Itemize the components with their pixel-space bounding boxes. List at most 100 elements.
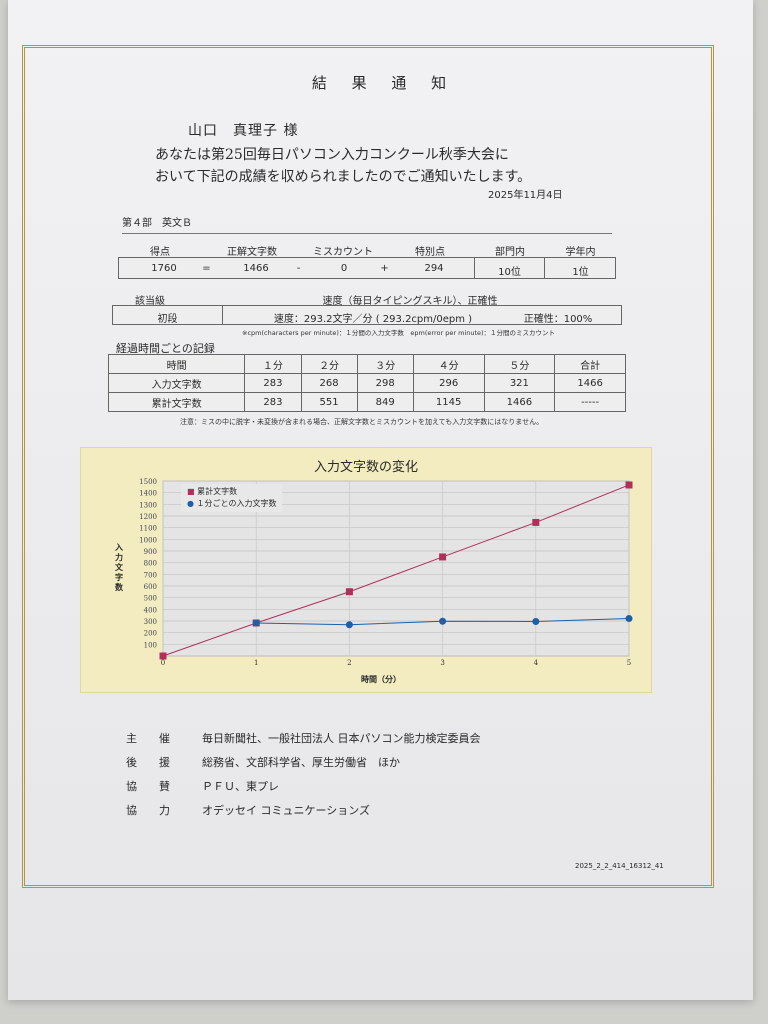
table-row: 累計文字数 283 551 849 1145 1466 -----: [107, 392, 626, 412]
score-header: 得点: [150, 247, 170, 258]
y-tick-label: 400: [144, 606, 157, 614]
sponsor-row: 後 援 総務省、文部科学省、厚生労働省 ほか: [126, 754, 481, 778]
accuracy-value: 正確性：100%: [523, 314, 593, 325]
data-point: [439, 553, 447, 561]
circle-marker-icon: ●: [187, 499, 194, 508]
table-cell: 1466: [483, 392, 556, 412]
bonus-value: 294: [424, 263, 444, 274]
y-tick-label: 100: [144, 641, 157, 649]
chart-legend: ■ 累計文字数 ● １分ごとの入力文字数: [181, 484, 283, 512]
sponsor-names: 毎日新聞社、一般社団法人 日本パソコン能力検定委員会: [202, 732, 481, 745]
document-id: 2025_2_2_414_16312_41: [575, 862, 664, 870]
x-tick-label: 0: [161, 659, 165, 667]
miss-header: ミスカウント: [313, 247, 373, 258]
level-header: 該当級: [135, 296, 165, 307]
column-header: 時間: [107, 354, 246, 374]
equals-sign: =: [202, 263, 211, 274]
score-box: 1760 = 1466 - 0 + 294 10位 1位: [118, 257, 616, 279]
legend-label: １分ごとの入力文字数: [196, 499, 277, 508]
column-header: ３分: [356, 354, 414, 374]
record-heading: 経過時間ごとの記録: [116, 342, 215, 355]
column-header: ２分: [300, 354, 358, 374]
line-chart: 100 200 300 400 500 600 700 800 900 1000 1100 1200 1…: [139, 478, 633, 667]
table-cell: 551: [300, 392, 358, 412]
data-point: [532, 617, 540, 625]
y-tick-label: 1300: [139, 501, 157, 509]
y-tick-label: 1200: [139, 513, 157, 521]
table-cell: 268: [300, 373, 358, 393]
data-point: [345, 621, 353, 629]
grade-rank-header: 学年内: [565, 247, 596, 258]
data-point: [345, 588, 353, 596]
legend-item: ■ 累計文字数: [187, 486, 276, 498]
level-box: 初段 速度：293.2文字／分 ( 293.2cpm/0epm ) 正確性：10…: [112, 305, 622, 325]
sponsor-row: 主 催 毎日新聞社、一般社団法人 日本パソコン能力検定委員会: [126, 730, 481, 754]
cpm-note: ※cpm(characters per minute)：１分間の入力文字数 ep…: [242, 329, 556, 337]
sponsor-names: ＰＦＵ、東プレ: [202, 780, 279, 793]
x-tick-label: 2: [347, 659, 351, 667]
speed-value: 速度：293.2文字／分 ( 293.2cpm/0epm ): [273, 314, 473, 325]
table-cell: 283: [244, 373, 302, 393]
record-note: 注意：ミスの中に脱字・未変換が含まれる場合、正解文字数とミスカウントを加えても入…: [180, 418, 544, 426]
table-cell: -----: [554, 392, 626, 412]
record-table: 時間 １分 ２分 ３分 ４分 ５分 合計 入力文字数 283 268 298 296 321 1466 …: [107, 354, 626, 412]
section-label: 第４部 英文Ｂ: [122, 214, 612, 234]
column-header: １分: [244, 354, 302, 374]
y-tick-label: 1500: [139, 478, 157, 486]
row-header: 累計文字数: [107, 392, 246, 412]
sponsor-row: 協 賛 ＰＦＵ、東プレ: [126, 778, 481, 802]
x-axis-label: 時間（分）: [361, 675, 401, 684]
sponsor-row: 協 力 オデッセイ コミュニケーションズ: [126, 802, 481, 826]
miss-value: 0: [340, 263, 348, 274]
bonus-header: 特別点: [415, 247, 445, 258]
data-point: [439, 617, 447, 625]
minus-sign: -: [296, 263, 301, 274]
row-header: 入力文字数: [107, 373, 246, 393]
recipient-name: 山口 真理子 様: [188, 123, 299, 139]
chart-panel: 入力文字数の変化 入力文字数 時間（分） 100 200 300 400 500 600 7…: [80, 447, 652, 693]
y-tick-label: 1100: [139, 525, 157, 533]
sponsor-role: 主 催: [126, 732, 170, 745]
x-tick-label: 5: [627, 659, 631, 667]
intro-line: あなたは第25回毎日パソコン入力コンクール秋季大会に: [155, 147, 509, 163]
x-tick-label: 4: [534, 659, 539, 667]
gold-frame: [22, 45, 714, 888]
square-marker-icon: ■: [187, 487, 195, 496]
data-point: [625, 615, 633, 623]
y-tick-label: 1400: [139, 490, 157, 498]
level-value: 初段: [113, 306, 223, 325]
y-axis-label: 入力文字数: [115, 543, 123, 592]
x-tick-label: 1: [254, 659, 258, 667]
y-tick-label: 600: [144, 583, 157, 591]
column-header: 合計: [554, 354, 626, 374]
table-cell: 1145: [412, 392, 485, 412]
speed-header: 速度（毎日タイピングスキル）、正確性: [322, 296, 498, 307]
column-header: ５分: [483, 354, 556, 374]
intro-text: あなたは第25回毎日パソコン入力コンクール秋季大会に おいて下記の成績を収められ…: [155, 144, 531, 188]
dept-rank-header: 部門内: [495, 247, 525, 258]
data-point: [252, 619, 260, 627]
sponsor-names: オデッセイ コミュニケーションズ: [202, 804, 371, 817]
table-cell: 1466: [554, 373, 626, 393]
y-tick-label: 500: [144, 595, 157, 603]
y-tick-label: 900: [144, 548, 157, 556]
x-tick-label: 3: [440, 659, 444, 667]
intro-line: おいて下記の成績を収められましたのでご通知いたします。: [155, 169, 532, 185]
plus-sign: +: [380, 263, 389, 274]
table-cell: 296: [412, 373, 485, 393]
correct-value: 1466: [243, 263, 269, 274]
correct-header: 正解文字数: [227, 247, 277, 258]
column-header: ４分: [412, 354, 485, 374]
sponsor-names: 総務省、文部科学省、厚生労働省 ほか: [202, 756, 400, 769]
dept-rank-value: 10位: [474, 258, 544, 278]
table-header-row: 時間 １分 ２分 ３分 ４分 ５分 合計: [107, 354, 626, 374]
table-cell: 283: [244, 392, 302, 412]
data-point: [625, 481, 633, 489]
table-cell: 298: [356, 373, 414, 393]
sponsor-list: 主 催 毎日新聞社、一般社団法人 日本パソコン能力検定委員会 後 援 総務省、文部科…: [126, 730, 481, 826]
score-value: 1760: [151, 263, 177, 274]
grade-rank-value: 1位: [544, 258, 616, 278]
data-point: [532, 518, 540, 526]
y-tick-label: 1000: [139, 536, 157, 544]
legend-item: ● １分ごとの入力文字数: [187, 498, 276, 510]
